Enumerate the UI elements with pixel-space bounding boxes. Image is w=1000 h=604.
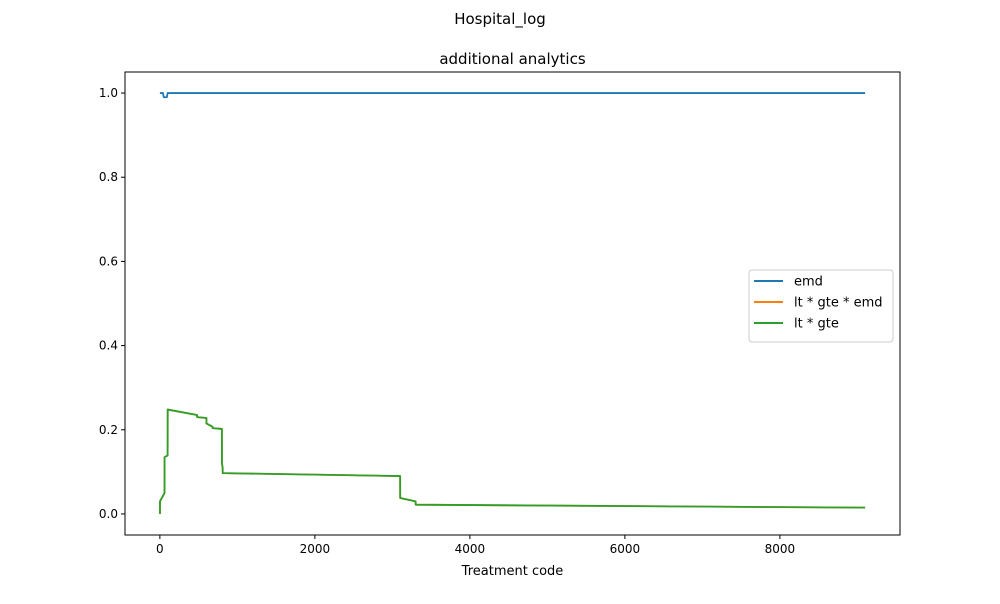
y-tick-label: 0.2: [99, 423, 118, 437]
series-line-3: [158, 408, 866, 515]
x-tick-label: 6000: [610, 542, 641, 556]
axes-frame: [124, 71, 901, 536]
legend-label-3: lt * gte: [794, 317, 839, 332]
x-tick-label: 0: [156, 542, 164, 556]
plot-area: [124, 71, 901, 536]
chart-title: additional analytics: [439, 50, 585, 68]
y-tick-label: 0.8: [99, 170, 118, 184]
x-axis-ticks: 0 2000 4000 6000 8000: [156, 535, 795, 556]
x-tick-label: 4000: [455, 542, 486, 556]
y-axis-ticks: 0.0 0.2 0.4 0.6 0.8 1.0: [99, 86, 125, 521]
x-tick-label: 8000: [765, 542, 796, 556]
y-tick-label: 1.0: [99, 86, 118, 100]
x-tick-label: 2000: [300, 542, 331, 556]
figure-suptitle: Hospital_log: [454, 10, 546, 29]
legend-label-1: emd: [794, 275, 823, 290]
y-tick-label: 0.0: [99, 507, 118, 521]
series-line-2: [158, 408, 866, 515]
legend-label-2: lt * gte * emd: [794, 296, 883, 311]
x-axis-label: Treatment code: [461, 564, 564, 579]
legend: emd lt * gte * emd lt * gte: [748, 269, 894, 343]
y-tick-label: 0.6: [99, 254, 118, 268]
legend-box: [748, 269, 894, 343]
series-line-1: [159, 92, 866, 99]
y-tick-label: 0.4: [99, 339, 118, 353]
